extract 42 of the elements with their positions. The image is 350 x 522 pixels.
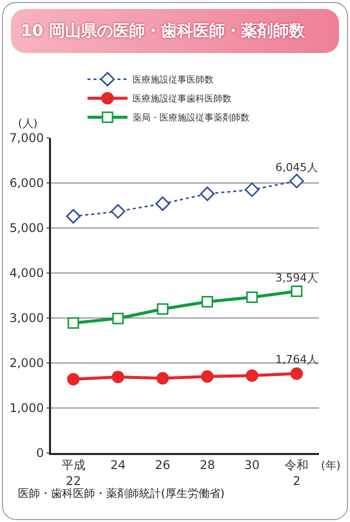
point xyxy=(155,196,170,211)
text: 医師・歯科医師・薬剤師統計(厚生労働省) xyxy=(18,487,225,500)
legend-label: 医療施設従事医師数 xyxy=(132,74,214,86)
y-tick-label: 7,000 xyxy=(9,131,44,146)
point xyxy=(156,372,169,385)
point xyxy=(112,312,124,324)
x-tick-label: 令和 2 xyxy=(284,458,309,488)
x-tick-label: 28 xyxy=(200,458,215,472)
point xyxy=(112,370,124,384)
x-tick-label: 24 xyxy=(110,458,126,472)
point xyxy=(246,369,258,382)
y-tick-label: 5,000 xyxy=(9,221,44,236)
data-label: 1,764人 xyxy=(275,352,318,366)
point xyxy=(68,317,80,329)
point xyxy=(246,292,258,304)
y-tick-label: 2,000 xyxy=(9,356,44,370)
y-axis-title: (人) xyxy=(18,117,38,130)
y-tick-label: 1,000 xyxy=(9,401,44,416)
x-tick-label: 30 xyxy=(244,458,260,472)
y-tick-label: 3,000 xyxy=(9,311,44,326)
legend-label: 薬局・医療施設従事薬剤師数 xyxy=(132,112,250,124)
x-axis-title: (年) xyxy=(321,459,341,472)
legend-label: 医療施設従事歯科医師数 xyxy=(132,94,232,105)
point xyxy=(202,296,214,308)
point xyxy=(201,370,214,383)
y-tick-label: 4,000 xyxy=(9,266,44,280)
data-label: 6,045人 xyxy=(275,160,318,174)
data-label: 3,594人 xyxy=(275,271,318,284)
point xyxy=(200,186,215,202)
y-tick-label: 0 xyxy=(36,446,44,460)
y-tick-label: 6,000 xyxy=(9,176,44,190)
point xyxy=(290,367,303,380)
chart-title: 10 岡山県の医師・歯科医師・薬剤師数 xyxy=(11,9,339,53)
point xyxy=(66,209,81,224)
point xyxy=(110,204,126,219)
point xyxy=(67,372,80,386)
x-tick-label: 平成 22 xyxy=(61,458,86,488)
x-tick-label: 26 xyxy=(155,458,170,472)
point xyxy=(289,174,304,188)
point xyxy=(290,286,302,298)
point xyxy=(244,182,260,197)
point xyxy=(156,303,168,315)
